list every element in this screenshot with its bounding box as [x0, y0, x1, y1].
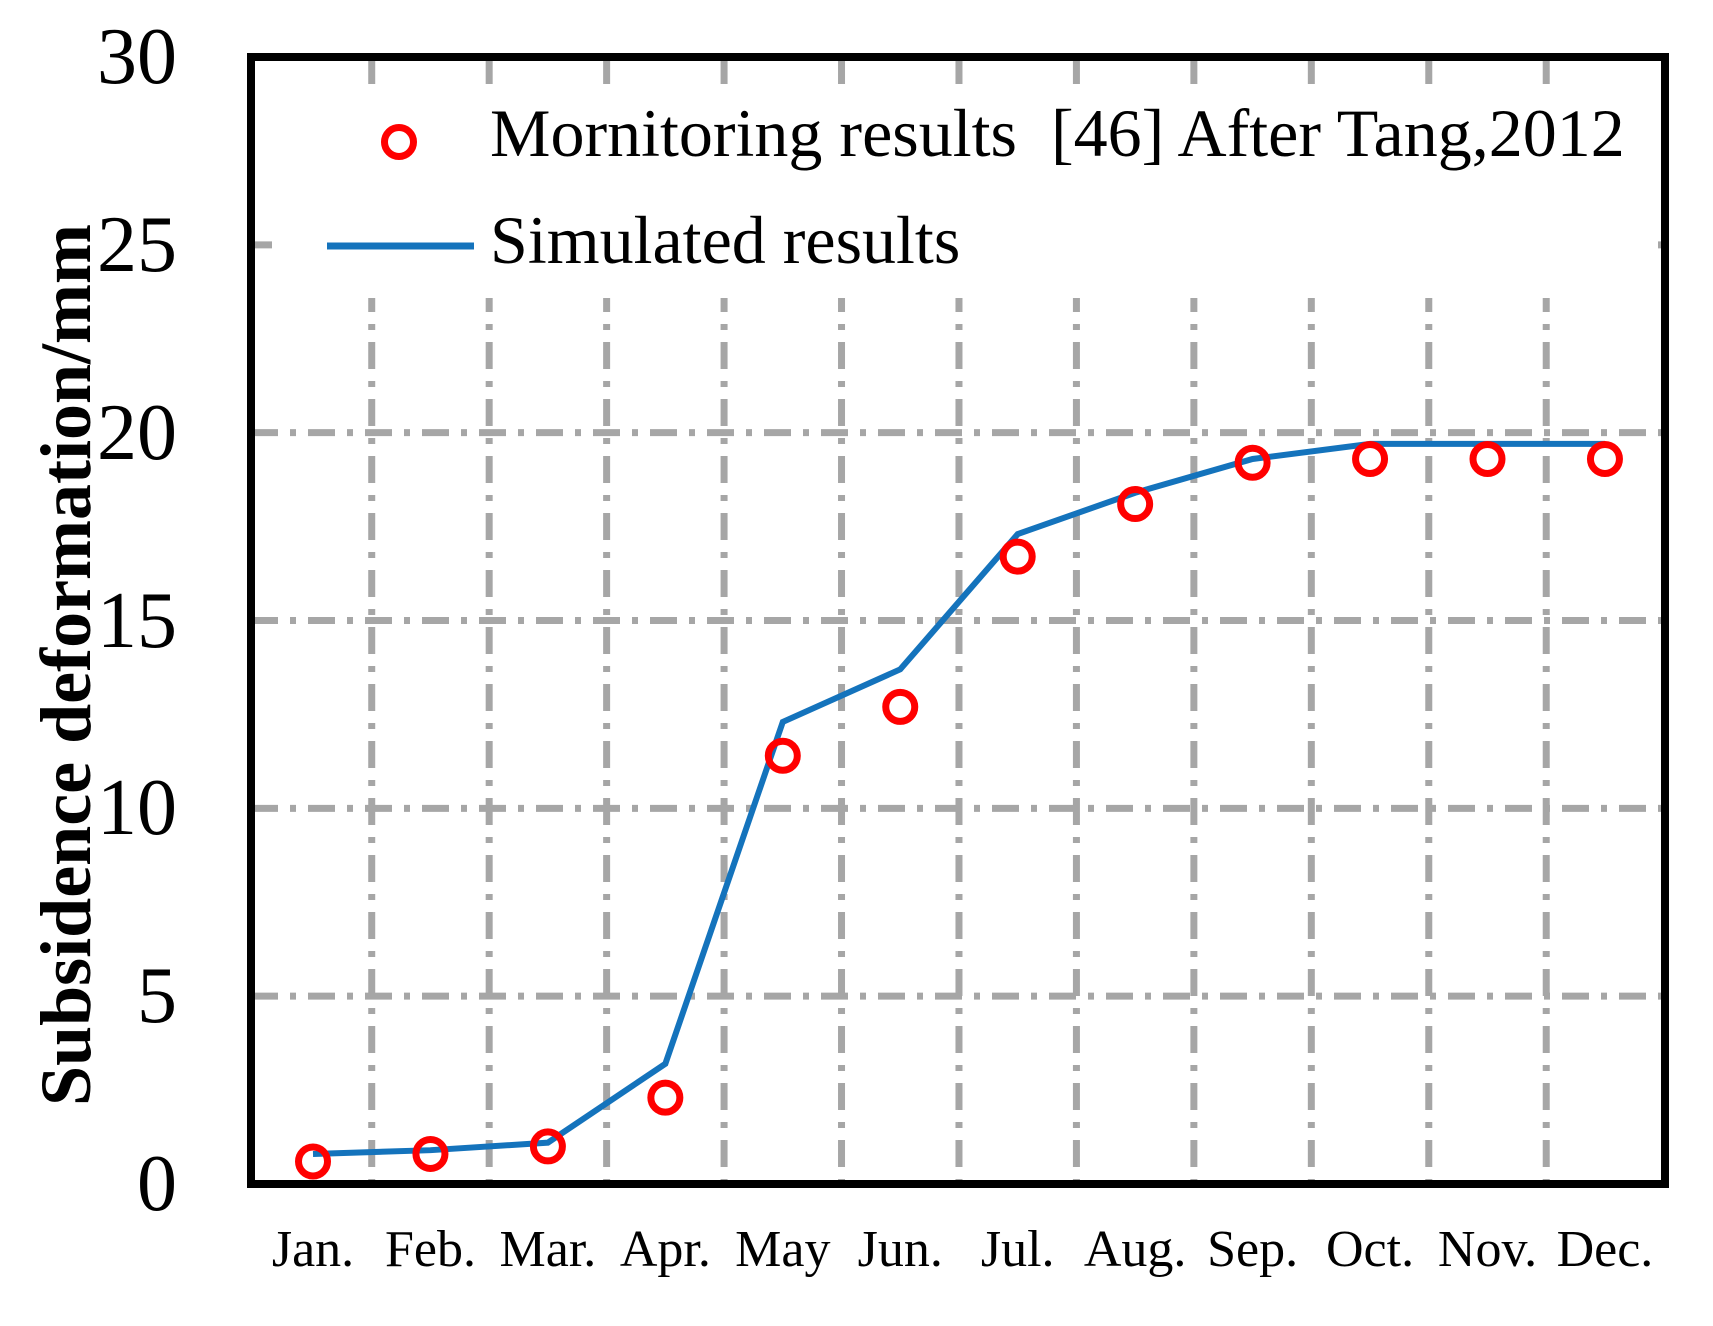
monitoring-point [412, 1135, 449, 1172]
y-tick-label: 30 [97, 13, 177, 101]
y-tick-label: 5 [137, 952, 177, 1041]
x-tick-label: Apr. [619, 1221, 711, 1278]
monitoring-point [529, 1128, 566, 1165]
x-tick-label: Jul. [980, 1221, 1055, 1278]
x-tick-label: Dec. [1556, 1221, 1654, 1278]
monitoring-point [1352, 440, 1389, 477]
monitoring-point [1469, 440, 1506, 477]
x-tick-label: Nov. [1437, 1221, 1538, 1278]
legend-marker-circle [381, 124, 417, 160]
monitoring-point [882, 688, 919, 725]
legend-label-monitoring: Mornitoring results [46] After Tang,2012 [490, 95, 1625, 171]
monitoring-point [1117, 486, 1154, 523]
monitoring-point [999, 538, 1036, 575]
monitoring-point [764, 737, 801, 774]
monitoring-point [647, 1079, 684, 1116]
x-tick-label: Sep. [1207, 1221, 1299, 1278]
x-tick-label: Mar. [499, 1221, 597, 1278]
x-tick-label: Aug. [1083, 1221, 1187, 1278]
monitoring-point [1586, 440, 1623, 477]
x-tick-label: Feb. [384, 1221, 476, 1278]
x-tick-label: Jan. [271, 1221, 355, 1278]
y-tick-label: 20 [97, 388, 177, 477]
monitoring-point [295, 1143, 331, 1180]
y-tick-label: 0 [137, 1140, 177, 1228]
x-tick-label: May [735, 1221, 831, 1278]
plot-border [247, 53, 1669, 1188]
legend-background [272, 95, 1652, 298]
monitoring-point [1234, 444, 1271, 481]
legend-label-simulated: Simulated results [490, 202, 961, 278]
y-tick-label: 25 [97, 200, 177, 289]
simulated-line [312, 440, 1605, 1157]
y-tick-label: 10 [97, 764, 177, 853]
x-tick-label: Jun. [857, 1221, 943, 1278]
y-tick-label: 15 [97, 576, 177, 665]
x-tick-label: Oct. [1326, 1221, 1415, 1278]
